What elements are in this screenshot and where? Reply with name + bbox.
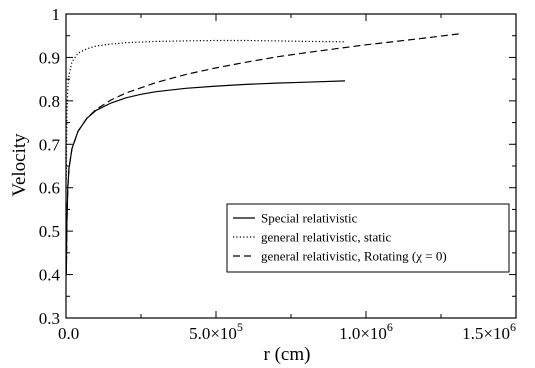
- y-tick-label: 1: [52, 5, 61, 24]
- legend-box: [226, 203, 510, 273]
- x-axis-label: r (cm): [264, 344, 311, 365]
- y-tick-labels: 0.3 0.4 0.5 0.6 0.7 0.8 0.9 1: [39, 5, 61, 328]
- x-tick-labels: 0.0 5.0×105 1.0×106 1.5×106: [58, 320, 516, 343]
- series-line-3: [65, 32, 463, 275]
- plot-area: [65, 13, 517, 319]
- x-tick-label: 1.5×106: [462, 320, 516, 343]
- x-tick-label: 0.0: [58, 324, 79, 343]
- y-tick-label: 0.5: [39, 222, 60, 241]
- y-tick-label: 0.8: [39, 92, 60, 111]
- y-axis-label: Velocity: [9, 133, 30, 197]
- y-tick-label: 0.4: [39, 266, 61, 285]
- y-tick-label: 0.9: [39, 48, 60, 67]
- legend-label-2: general relativistic, static: [261, 230, 392, 245]
- x-tick-label: 5.0×105: [189, 320, 243, 343]
- legend-label-3: general relativistic, Rotating (χ = 0): [261, 249, 447, 264]
- y-tick-label: 0.6: [39, 179, 60, 198]
- y-tick-label: 0.7: [39, 135, 61, 154]
- legend: Special relativistic general relativistic…: [226, 203, 510, 273]
- legend-label-1: Special relativistic: [261, 211, 358, 226]
- y-tick-label: 0.3: [39, 309, 60, 328]
- series-line-2: [65, 39, 346, 180]
- x-tick-label: 1.0×106: [339, 320, 393, 343]
